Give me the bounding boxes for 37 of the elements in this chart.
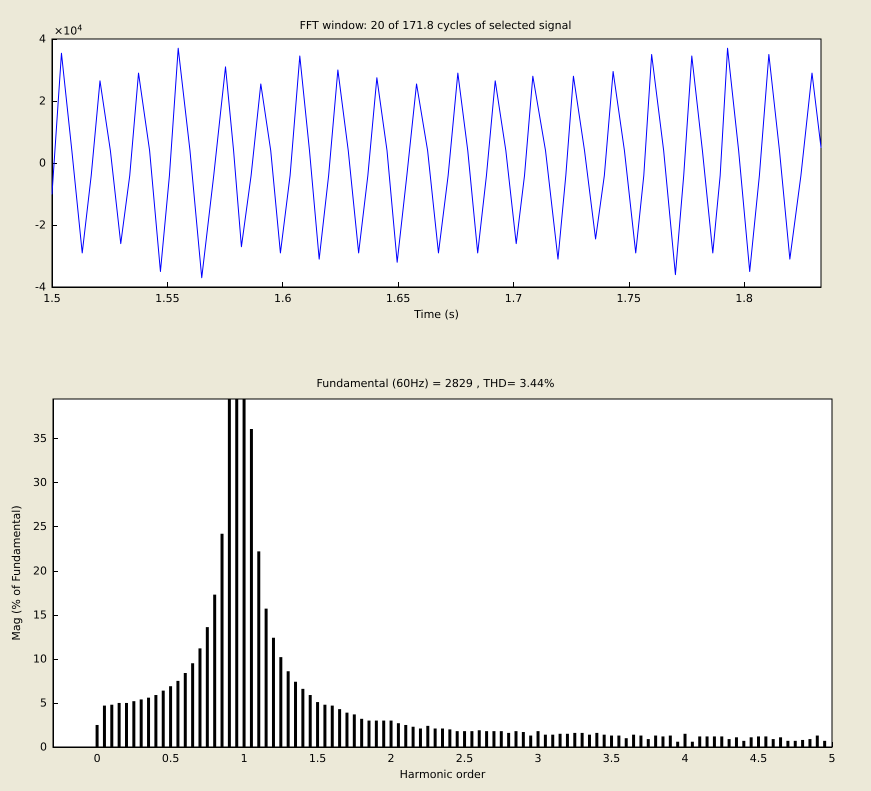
y-tick-label: 25: [33, 520, 47, 534]
y-tick-label: 30: [33, 476, 47, 490]
y-tick-label: 15: [33, 608, 47, 622]
y-tick-label: -2: [35, 218, 46, 232]
x-tick-label: 1.7: [504, 292, 522, 305]
x-tick-label: 2.5: [456, 752, 474, 765]
x-tick-label: 1: [240, 752, 248, 765]
y-tick-label: 10: [33, 652, 47, 666]
x-tick-label: 1.8: [735, 292, 753, 305]
chart-title: FFT window: 20 of 171.8 cycles of selected signal: [300, 19, 572, 32]
y-tick-label: 0: [39, 156, 46, 170]
y-tick-label: -4: [35, 280, 46, 294]
x-tick-label: 4.5: [750, 752, 768, 765]
chart-title: Fundamental (60Hz) = 2829 , THD= 3.44%: [316, 377, 554, 390]
x-tick-label: 0.5: [162, 752, 180, 765]
x-axis-title: Harmonic order: [400, 768, 486, 781]
x-tick-label: 1.75: [616, 292, 642, 305]
x-tick-label: 5: [828, 752, 836, 765]
y-tick-label: 0: [40, 740, 47, 754]
y-axis-title: Mag (% of Fundamental): [10, 505, 24, 641]
x-tick-label: 1.65: [386, 292, 410, 305]
y-tick-label: 20: [33, 564, 47, 578]
x-tick-label: 2: [388, 752, 395, 765]
y-tick-label: 2: [39, 94, 46, 108]
x-tick-label: 0: [94, 752, 101, 765]
x-tick-label: 4: [682, 752, 689, 765]
x-tick-label: 3: [534, 752, 542, 765]
x-tick-label: 1.5: [43, 292, 61, 305]
x-tick-label: 3.5: [602, 752, 620, 765]
x-axis-title: Time (s): [413, 308, 459, 321]
x-tick-label: 1.6: [274, 292, 292, 305]
x-tick-label: 1.5: [308, 752, 326, 765]
y-tick-label: 4: [39, 32, 46, 46]
y-tick-label: 5: [40, 696, 47, 710]
line-series: [52, 48, 822, 278]
y-tick-label: 35: [33, 432, 47, 446]
x-tick-label: 1.55: [155, 292, 180, 305]
